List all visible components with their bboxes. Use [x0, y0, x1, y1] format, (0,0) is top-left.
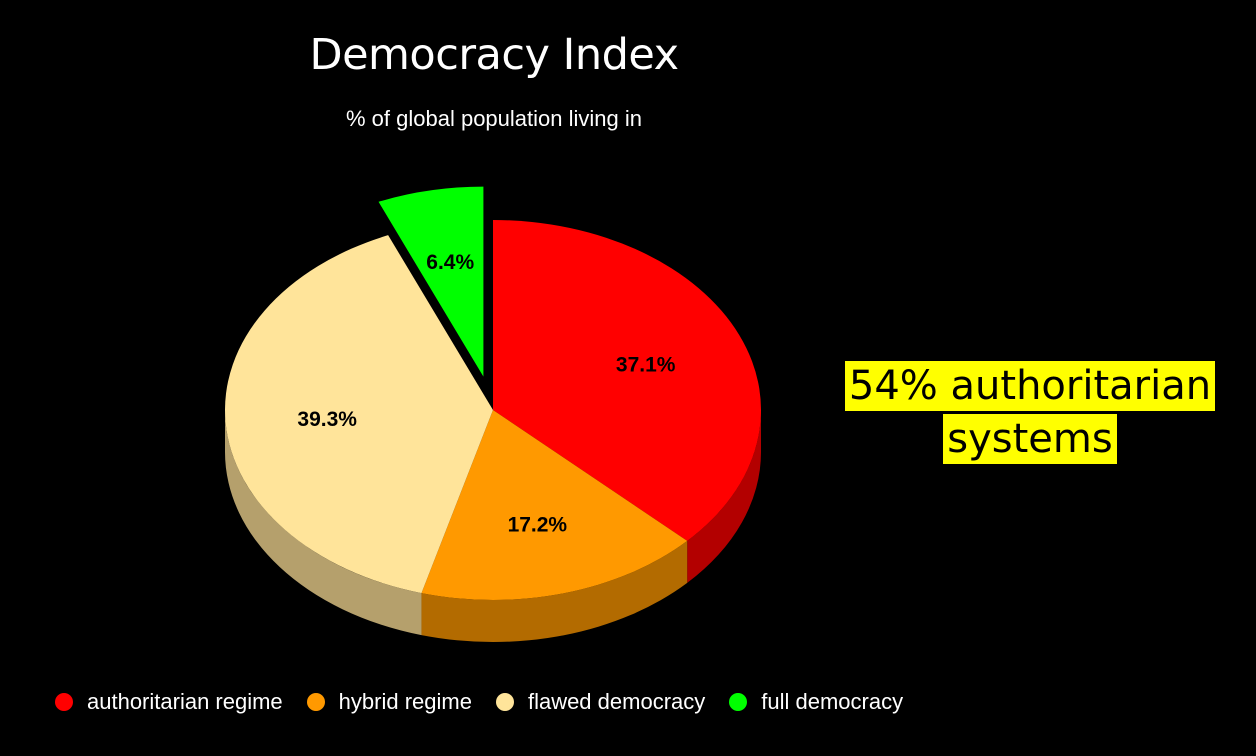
callout-line1: 54% authoritarian — [844, 361, 1216, 411]
pie-slice-hybrid[interactable] — [421, 410, 688, 600]
legend-item-authoritarian[interactable]: authoritarian regime — [55, 689, 283, 715]
legend-label: flawed democracy — [527, 689, 706, 714]
chart-title: Democracy Index — [309, 30, 679, 80]
legend-label: hybrid regime — [338, 689, 472, 714]
legend-item-flawed[interactable]: flawed democracy — [495, 689, 706, 715]
pie-side-authoritarian — [687, 410, 761, 583]
callout-line2: systems — [943, 414, 1117, 464]
legend-dot-icon — [495, 693, 514, 711]
chart-subtitle: % of global population living in — [346, 106, 642, 131]
pie-slice-authoritarian[interactable] — [493, 220, 761, 541]
legend-item-full[interactable]: full democracy — [729, 689, 903, 715]
pie-slice-flawed[interactable] — [225, 235, 493, 594]
slice-label-hybrid: 17.2% — [508, 514, 568, 537]
legend-dot-icon — [55, 693, 73, 711]
slice-label-authoritarian: 37.1% — [616, 354, 676, 377]
callout: 54% authoritarian systems — [790, 360, 1256, 465]
slice-label-flawed: 39.3% — [297, 408, 357, 431]
pie-side-hybrid — [421, 540, 688, 642]
legend-dot-icon — [306, 693, 325, 711]
legend-label: authoritarian regime — [87, 689, 283, 714]
legend-dot-icon — [729, 693, 748, 711]
legend: authoritarian regime hybrid regime flawe… — [55, 684, 927, 720]
pie-slice-full[interactable] — [378, 186, 484, 377]
legend-label: full democracy — [761, 689, 904, 714]
slice-label-full: 6.4% — [426, 251, 474, 274]
pie-side-flawed — [225, 410, 422, 636]
legend-item-hybrid[interactable]: hybrid regime — [306, 689, 472, 715]
